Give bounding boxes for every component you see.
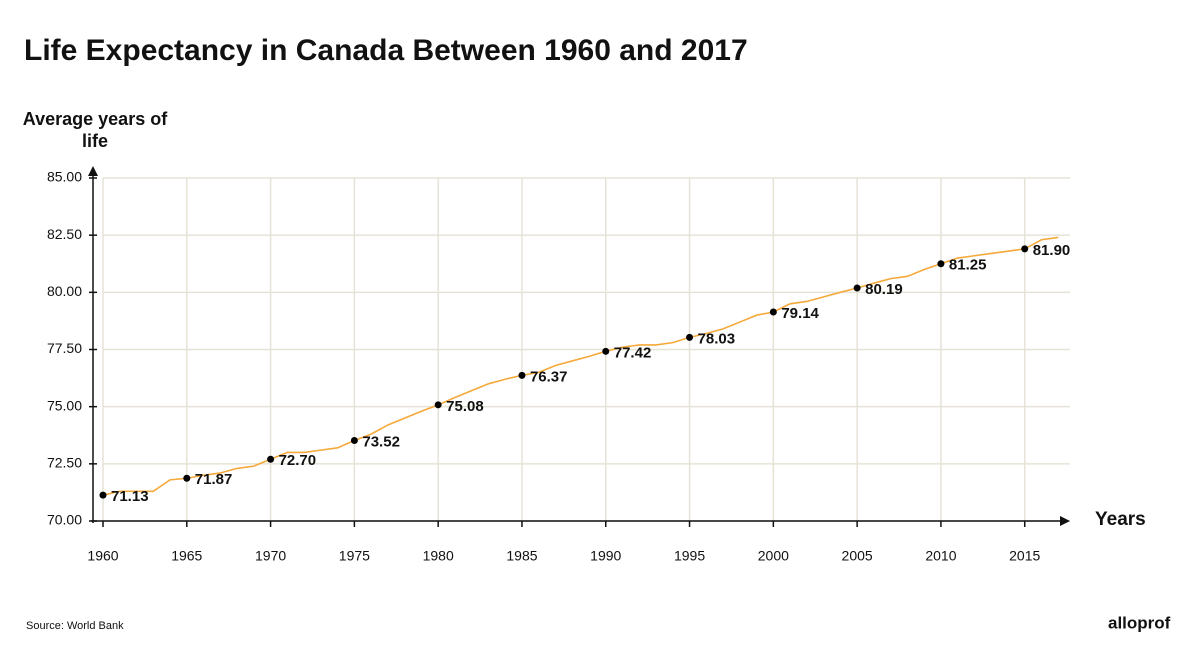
x-tick-label: 1975 (339, 548, 370, 564)
x-tick-label: 2015 (1009, 548, 1040, 564)
x-tick-label: 1990 (590, 548, 621, 564)
data-label: 77.42 (614, 344, 652, 361)
x-tick-label: 1995 (674, 548, 705, 564)
data-point (602, 347, 610, 355)
data-label: 81.90 (1033, 242, 1071, 259)
data-point (1021, 245, 1029, 253)
brand: alloprof (1108, 613, 1171, 632)
y-axis-label: Average years of life (22, 109, 168, 151)
data-point (99, 491, 107, 499)
data-point (518, 371, 526, 379)
y-tick-label: 80.00 (47, 283, 82, 299)
x-tick-label: 2010 (925, 548, 956, 564)
x-tick-label: 1960 (87, 548, 118, 564)
data-point (183, 474, 191, 482)
data-point (686, 333, 694, 341)
y-tick-label: 77.50 (47, 340, 82, 356)
x-axis-label: Years (1095, 509, 1146, 530)
chart-title: Life Expectancy in Canada Between 1960 a… (24, 34, 748, 67)
data-point (937, 260, 945, 268)
source: Source: World Bank (26, 620, 124, 632)
x-tick-label: 2005 (842, 548, 873, 564)
data-label: 75.08 (446, 398, 484, 415)
data-label: 78.03 (698, 330, 736, 347)
data-label: 71.87 (195, 471, 233, 488)
data-point (350, 437, 358, 445)
y-tick-label: 82.50 (47, 226, 82, 242)
data-point (853, 284, 861, 292)
y-tick-label: 72.50 (47, 455, 82, 471)
data-label: 72.70 (279, 452, 317, 469)
x-tick-label: 1970 (255, 548, 286, 564)
data-label: 73.52 (362, 433, 400, 450)
data-label: 81.25 (949, 257, 987, 274)
x-tick-label: 2000 (758, 548, 789, 564)
data-point (267, 455, 275, 463)
data-label: 71.13 (111, 488, 149, 505)
data-label: 80.19 (865, 281, 903, 298)
data-point (769, 308, 777, 316)
y-tick-label: 75.00 (47, 397, 82, 413)
x-tick-label: 1965 (171, 548, 202, 564)
x-tick-label: 1985 (506, 548, 537, 564)
data-point (434, 401, 442, 409)
y-tick-label: 85.00 (47, 169, 82, 185)
line (102, 236, 1059, 496)
data-label: 76.37 (530, 368, 568, 385)
y-axis-arrow (88, 166, 98, 176)
x-axis-arrow (1060, 516, 1070, 526)
y-tick-label: 70.00 (47, 512, 82, 528)
data-label: 79.14 (781, 305, 819, 322)
x-tick-label: 1980 (423, 548, 454, 564)
